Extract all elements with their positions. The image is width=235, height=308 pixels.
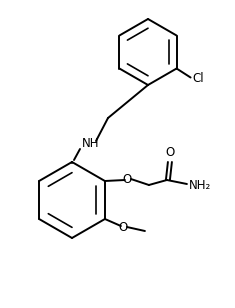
- Text: O: O: [122, 172, 132, 185]
- Text: O: O: [165, 146, 175, 159]
- Text: NH₂: NH₂: [189, 179, 211, 192]
- Text: O: O: [118, 221, 128, 233]
- Text: NH: NH: [82, 136, 99, 149]
- Text: Cl: Cl: [192, 72, 204, 85]
